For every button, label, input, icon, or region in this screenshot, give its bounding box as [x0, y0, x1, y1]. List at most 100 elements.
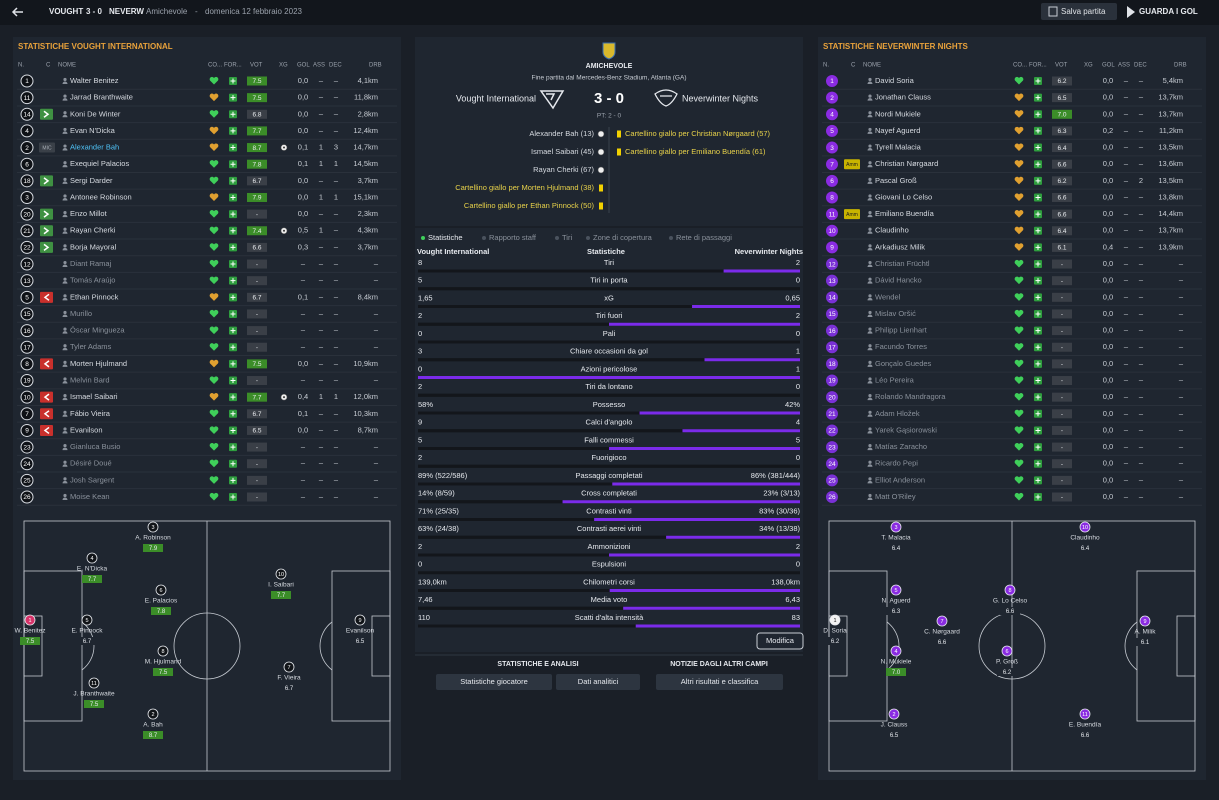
player-name[interactable]: Gonçalo Guedes	[875, 359, 932, 368]
footer-button-label[interactable]: Dati analitici	[578, 677, 619, 686]
player-marker[interactable]	[86, 552, 98, 564]
player-name[interactable]: Moise Kean	[70, 492, 110, 501]
player-name[interactable]: Diant Ramaj	[70, 259, 112, 268]
event: Alexander Bah (13)	[529, 129, 594, 138]
player-marker[interactable]	[275, 568, 287, 580]
player-marker[interactable]	[829, 614, 841, 626]
player-name[interactable]: Rayan Cherki	[70, 226, 116, 235]
player-marker[interactable]	[1079, 521, 1091, 533]
player-name[interactable]: Matías Zaracho	[875, 442, 927, 451]
footer-button-label[interactable]: Altri risultati e classifica	[681, 677, 759, 686]
player-name[interactable]: Adam Hložek	[875, 409, 920, 418]
player-name[interactable]: Ethan Pinnock	[70, 292, 119, 301]
player-marker[interactable]	[283, 661, 295, 673]
player-name[interactable]: Enzo Millot	[70, 209, 108, 218]
player-name[interactable]: Jonathan Clauss	[875, 93, 931, 102]
player-name[interactable]: David Soria	[875, 76, 915, 85]
player-name[interactable]: Koni De Winter	[70, 109, 121, 118]
player-name[interactable]: Sergi Darder	[70, 176, 113, 185]
player-name[interactable]: Christian Nørgaard	[875, 159, 938, 168]
back-button[interactable]	[11, 7, 23, 17]
tab-dot[interactable]	[586, 236, 590, 240]
player-name[interactable]: Melvin Bard	[70, 376, 110, 385]
player-marker[interactable]	[157, 645, 169, 657]
player-name[interactable]: Mislav Oršić	[875, 309, 916, 318]
player-marker[interactable]	[1079, 708, 1091, 720]
player-marker[interactable]	[936, 615, 948, 627]
tab-dot[interactable]	[482, 236, 486, 240]
player-name[interactable]: Nayef Aguerd	[875, 126, 920, 135]
player-name[interactable]: Elliot Anderson	[875, 475, 925, 484]
player-name[interactable]: Evanilson	[70, 425, 103, 434]
shirt-number	[826, 258, 838, 271]
player-marker[interactable]	[1001, 645, 1013, 657]
player-name[interactable]: Nordi Mukiele	[875, 109, 921, 118]
save-label[interactable]: Salva partita	[1061, 7, 1106, 16]
tab-dot[interactable]	[555, 236, 559, 240]
footer-button[interactable]	[656, 674, 783, 690]
player-name[interactable]: Exequiel Palacios	[70, 159, 129, 168]
player-name[interactable]: Evan N'Dicka	[70, 126, 116, 135]
player-name[interactable]: Antonee Robinson	[70, 192, 132, 201]
player-marker[interactable]	[24, 614, 36, 626]
player-name[interactable]: Tomás Araújo	[70, 276, 115, 285]
edit-button[interactable]	[756, 632, 804, 650]
player-marker[interactable]	[890, 584, 902, 596]
footer-button[interactable]	[556, 674, 640, 690]
player-marker[interactable]	[147, 521, 159, 533]
player-name[interactable]: Tyrell Malacia	[875, 143, 922, 152]
play-icon[interactable]	[1127, 6, 1135, 18]
player-name[interactable]: Josh Sargent	[70, 475, 115, 484]
player-name[interactable]: Désiré Doué	[70, 459, 112, 468]
player-marker[interactable]	[88, 677, 100, 689]
player-name[interactable]: Christian Früchtl	[875, 259, 930, 268]
player-name[interactable]: Claudinho	[875, 226, 909, 235]
player-name[interactable]: Jarrad Branthwaite	[70, 93, 133, 102]
player-name[interactable]: Morten Hjulmand	[70, 359, 127, 368]
tab-dot[interactable]	[421, 236, 425, 240]
player-name[interactable]: Dávid Hancko	[875, 276, 922, 285]
player-marker[interactable]	[890, 645, 902, 657]
player-name[interactable]: Óscar Mingueza	[70, 326, 125, 335]
tab-dot[interactable]	[669, 236, 673, 240]
player-marker[interactable]	[890, 521, 902, 533]
goals-button[interactable]: GUARDA I GOL	[1139, 7, 1198, 16]
tab[interactable]: Statistiche	[428, 233, 463, 242]
player-marker[interactable]	[354, 614, 366, 626]
player-name[interactable]: Alexander Bah	[70, 143, 119, 152]
tab[interactable]: Rete di passaggi	[676, 233, 732, 242]
player-name[interactable]: Pascal Groß	[875, 176, 917, 185]
player-name[interactable]: Matt O'Riley	[875, 492, 916, 501]
tab[interactable]: Tiri	[562, 233, 572, 242]
player-name[interactable]: Emiliano Buendía	[875, 209, 935, 218]
player-name[interactable]: Arkadiusz Milik	[875, 242, 925, 251]
tab[interactable]: Rapporto staff	[489, 233, 537, 242]
player-name[interactable]: Gianluca Busio	[70, 442, 120, 451]
player-marker[interactable]	[81, 614, 93, 626]
player-marker[interactable]	[1004, 584, 1016, 596]
tab[interactable]: Zone di copertura	[593, 233, 653, 242]
player-name[interactable]: Philipp Lienhart	[875, 326, 928, 335]
edit-label[interactable]: Modifica	[766, 636, 795, 645]
player-name[interactable]: Wendel	[875, 292, 901, 301]
footer-button[interactable]	[436, 674, 552, 690]
footer-button-label[interactable]: Statistiche giocatore	[460, 677, 528, 686]
player-name[interactable]: Giovani Lo Celso	[875, 192, 932, 201]
player-name[interactable]: Facundo Torres	[875, 342, 927, 351]
player-name[interactable]: Walter Benitez	[70, 76, 119, 85]
stat-home: 89% (522/586)	[418, 471, 468, 480]
player-name[interactable]: Fábio Vieira	[70, 409, 111, 418]
player-name[interactable]: Léo Pereira	[875, 376, 915, 385]
player-name[interactable]: Tyler Adams	[70, 342, 112, 351]
player-marker[interactable]	[155, 584, 167, 596]
player-name[interactable]: Borja Mayoral	[70, 242, 117, 251]
player-marker[interactable]	[147, 708, 159, 720]
player-marker[interactable]	[1139, 615, 1151, 627]
player-marker[interactable]	[888, 708, 900, 720]
player-name[interactable]: Ismael Saibari	[70, 392, 118, 401]
player-name[interactable]: Yarek Gąsiorowski	[875, 425, 937, 434]
save-button[interactable]	[1041, 3, 1117, 20]
player-name[interactable]: Murillo	[70, 309, 92, 318]
player-name[interactable]: Ricardo Pepi	[875, 459, 918, 468]
player-name[interactable]: Rolando Mandragora	[875, 392, 946, 401]
